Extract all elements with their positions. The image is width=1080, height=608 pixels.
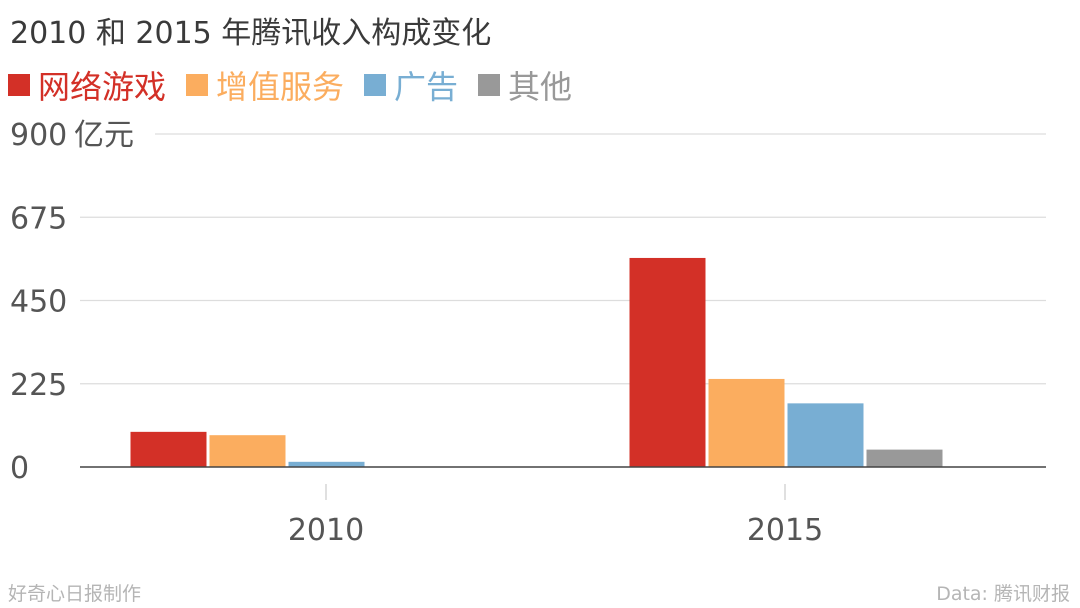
credit-text: 好奇心日报制作 (8, 583, 142, 605)
bar (866, 449, 943, 467)
bar (288, 461, 365, 467)
legend-item-value-added-services: 增值服务 (186, 62, 344, 108)
chart-title: 2010 和 2015 年腾讯收入构成变化 (10, 16, 492, 51)
x-tick-label: 2010 (288, 513, 364, 548)
legend-swatch (186, 74, 209, 96)
y-tick-label: 675 (10, 201, 67, 236)
legend-label: 其他 (508, 68, 573, 106)
bar (209, 435, 286, 467)
y-tick-label: 900 (10, 118, 67, 153)
legend-label: 广告 (394, 68, 459, 106)
y-tick-label: 450 (10, 285, 67, 320)
source-text: Data: 腾讯财报 (936, 583, 1070, 605)
legend-swatch (478, 74, 501, 96)
y-unit-label: 亿元 (74, 118, 134, 153)
bar (629, 257, 706, 467)
legend-item-online-games: 网络游戏 (8, 62, 166, 108)
legend-item-other: 其他 (478, 62, 572, 108)
legend-label: 网络游戏 (38, 68, 167, 106)
legend-swatch (8, 74, 30, 96)
y-tick-label: 225 (10, 368, 67, 403)
bar (130, 431, 207, 467)
legend-item-advertising: 广告 (364, 62, 458, 108)
legend-swatch (364, 74, 387, 96)
x-tick-label: 2015 (747, 513, 823, 548)
chart-legend: 网络游戏 增值服务 广告 其他 (8, 62, 592, 108)
y-tick-label: 0 (10, 451, 29, 486)
legend-label: 增值服务 (216, 68, 345, 106)
bar (708, 378, 785, 467)
bar (787, 403, 864, 467)
